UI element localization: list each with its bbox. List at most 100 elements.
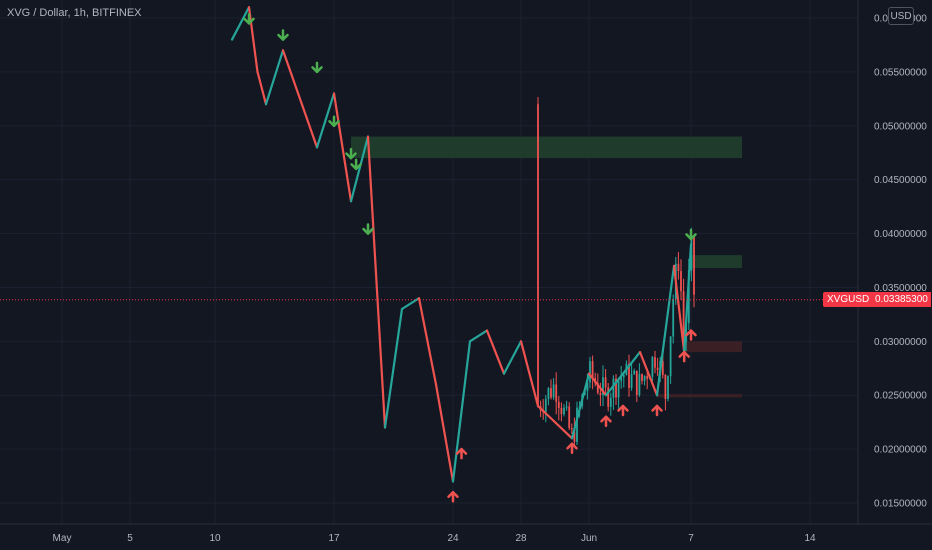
zigzag-segment (485, 329, 506, 375)
buy-signal-arrow (651, 404, 663, 417)
candle (693, 235, 695, 308)
candle (563, 404, 565, 417)
zigzag-segment (683, 243, 693, 354)
zigzag-segment (383, 307, 404, 429)
x-tick-label: 10 (209, 533, 221, 544)
candle (615, 374, 617, 405)
buy-signal-arrow (617, 404, 629, 417)
buy-signal-arrow (447, 490, 459, 503)
time-axis[interactable]: May 5 10 17 24 28 Jun 7 14 (53, 533, 816, 544)
zigzag-segment (281, 49, 319, 149)
candle (557, 396, 560, 421)
x-tick-label: May (53, 533, 72, 544)
candle (656, 357, 659, 376)
last-price-tag: 0.03385300 (872, 292, 931, 307)
zigzag-segment (536, 404, 574, 440)
x-tick-label: 5 (127, 533, 133, 544)
candle (667, 375, 669, 402)
y-tick-label: 0.02000000 (874, 445, 927, 456)
x-tick-label: 7 (688, 533, 694, 544)
candle (654, 350, 656, 374)
zigzag-segment (434, 383, 455, 483)
candle (589, 356, 591, 389)
candle (568, 402, 571, 431)
candle (669, 336, 672, 384)
y-tick-label: 0.05500000 (874, 67, 927, 78)
signals (243, 13, 697, 503)
zigzag-segment (247, 6, 259, 73)
sell-signal-arrow (345, 147, 357, 160)
candle (607, 383, 610, 412)
zigzag-segment (366, 135, 387, 429)
candle (646, 372, 649, 390)
zones (351, 136, 742, 398)
zigzag-segment (332, 92, 353, 203)
sell-signal-arrow (277, 29, 289, 41)
x-tick-label: 24 (447, 533, 459, 544)
candle (560, 402, 563, 422)
candle (635, 370, 638, 402)
candle (565, 400, 568, 411)
zigzag-segment (502, 340, 523, 375)
x-tick-label: 28 (515, 533, 527, 544)
candle (591, 355, 594, 390)
x-tick-label: 14 (804, 533, 816, 544)
zigzag-segment (256, 70, 268, 106)
candle (612, 375, 615, 411)
y-tick-label: 0.04000000 (874, 229, 927, 240)
buy-signal-arrow (566, 442, 578, 454)
zigzag-segment (519, 340, 540, 408)
zigzag-segment (264, 49, 285, 106)
y-tick-label: 0.01500000 (874, 499, 927, 510)
buy-signal-arrow (685, 329, 697, 341)
candle (633, 368, 636, 375)
y-tick-label: 0.03500000 (874, 283, 927, 294)
candle (609, 392, 612, 416)
last-price-symbol-tag: XVGUSD (823, 292, 874, 307)
y-tick-label: 0.03000000 (874, 337, 927, 348)
candle (555, 372, 558, 415)
buy-signal-arrow (678, 350, 690, 363)
candle (638, 363, 641, 397)
supply-zone (351, 136, 742, 159)
candle (630, 363, 633, 391)
demand-zone (684, 341, 742, 353)
candle (552, 378, 555, 400)
y-tick-label: 0.02500000 (874, 391, 927, 402)
zigzag-segment (655, 264, 676, 397)
candle (672, 294, 675, 344)
sell-signal-arrow (685, 228, 697, 241)
zigzag-segment (230, 6, 251, 41)
candle (537, 96, 539, 408)
sell-signal-arrow (328, 115, 340, 128)
zigzag-segment (400, 297, 421, 311)
candle (628, 354, 630, 397)
zigzag-segment (570, 372, 591, 440)
zigzag-segment (417, 297, 438, 386)
candle (641, 373, 643, 385)
sell-signal-arrow (350, 158, 362, 171)
zigzag-segment (604, 351, 642, 397)
candle (547, 387, 550, 406)
buy-signal-arrow (455, 447, 468, 460)
candle (677, 252, 680, 280)
chart-title: XVG / Dollar, 1h, BITFINEX (7, 7, 142, 19)
price-axis[interactable]: 0.060000000.055000000.050000000.04500000… (874, 14, 927, 510)
x-tick-label: 17 (328, 533, 340, 544)
candle (622, 373, 625, 388)
candle (570, 423, 573, 434)
sell-signal-arrow (311, 61, 323, 74)
buy-signal-arrow (600, 415, 612, 428)
candle (617, 379, 620, 411)
candle (643, 375, 646, 386)
candle (544, 395, 547, 423)
currency-badge[interactable]: USD (888, 7, 914, 25)
candle (604, 369, 607, 395)
sell-signal-arrow (243, 13, 255, 25)
zigzag-segment (315, 92, 336, 149)
zigzag-segment (451, 340, 472, 483)
zigzag-segment (638, 351, 659, 397)
y-tick-label: 0.04500000 (874, 175, 927, 186)
zigzag-line (230, 6, 693, 483)
